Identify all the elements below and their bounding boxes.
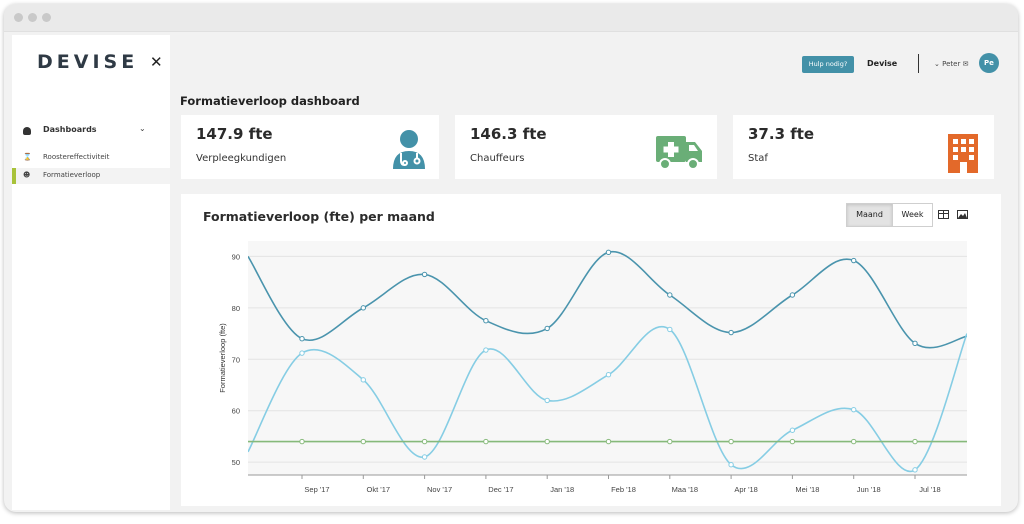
doctor-icon (393, 130, 425, 169)
user-plus-icon: ☻ (23, 171, 31, 179)
x-tick-label: Dec '17 (488, 485, 513, 494)
kpi-card-verpleegkundigen: 147.9 fte Verpleegkundigen (181, 115, 439, 179)
data-point (728, 438, 734, 445)
topbar-divider (918, 54, 919, 73)
data-point (912, 438, 918, 445)
data-point (667, 292, 673, 298)
data-point (360, 438, 367, 445)
chevron-down-icon: ⌄ (934, 60, 940, 68)
x-tick-label: Apr '18 (734, 485, 758, 494)
hourglass-icon: ⌛ (23, 153, 32, 161)
data-point (360, 377, 367, 383)
data-point (544, 397, 550, 404)
x-tick-label: Nov '17 (427, 485, 452, 494)
x-tick-label: Jul '18 (919, 485, 940, 494)
plot-area (248, 241, 967, 475)
data-point (360, 305, 367, 311)
kpi-value: 146.3 fte (470, 125, 547, 143)
window-minimize-dot[interactable] (28, 13, 37, 22)
week-toggle-button[interactable]: Week (892, 203, 933, 227)
y-tick-label: 50 (232, 458, 240, 467)
org-name-link[interactable]: Devise (867, 59, 898, 68)
x-tick-label: Sep '17 (304, 485, 329, 494)
y-tick-label: 60 (232, 407, 240, 416)
sidebar-item-label: Roostereffectiviteit (43, 153, 110, 161)
window-maximize-dot[interactable] (42, 13, 51, 22)
data-point (728, 329, 734, 336)
kpi-label: Staf (748, 153, 768, 164)
x-tick-label: Okt '17 (367, 485, 391, 494)
y-tick-label: 70 (232, 355, 240, 364)
window-close-dot[interactable] (14, 13, 23, 22)
data-point (912, 340, 918, 347)
data-point (483, 318, 489, 324)
sidebar-item-roostereffectiviteit[interactable]: ⌛ Roostereffectiviteit (12, 150, 170, 166)
data-point (789, 427, 796, 433)
close-sidebar-button[interactable]: ✕ (150, 53, 163, 71)
data-point (851, 438, 857, 445)
data-point (912, 467, 918, 473)
sidebar-section-dashboards[interactable]: Dashboards ⌄ (12, 124, 170, 143)
window-titlebar (4, 4, 1018, 32)
browser-window: DEVISE ✕ Dashboards ⌄ ⌛ Roostereffectivi… (4, 4, 1018, 512)
y-tick-label: 80 (232, 304, 240, 313)
line-chart: 50 60 70 80 90 Sep '17 Okt '17 Nov '17 Dec '17 Ja… (218, 241, 967, 494)
data-point (421, 438, 428, 445)
data-point (851, 257, 857, 264)
data-point (667, 438, 673, 445)
user-menu[interactable]: ⌄ Peter ✉ (934, 60, 968, 68)
data-point (299, 438, 305, 445)
sidebar-section-label: Dashboards (43, 125, 97, 134)
data-point (544, 438, 550, 445)
page-title: Formatieverloop dashboard (180, 94, 360, 108)
data-point (667, 326, 673, 333)
devise-logo: DEVISE (37, 51, 139, 73)
kpi-card-staf: 37.3 fte Staf (733, 115, 994, 179)
data-point (728, 462, 734, 468)
building-icon (948, 134, 978, 173)
user-name: Peter (942, 60, 961, 68)
kpi-label: Chauffeurs (470, 153, 525, 164)
x-tick-label: Feb '18 (611, 485, 636, 494)
sidebar-item-label: Formatieverloop (43, 171, 101, 179)
kpi-value: 37.3 fte (748, 125, 815, 143)
data-point (299, 336, 305, 342)
y-axis-title: Formatieverloop (fte) (218, 323, 227, 393)
kpi-value: 147.9 fte (196, 125, 273, 143)
x-tick-label: Maa '18 (672, 485, 698, 494)
data-point (483, 438, 489, 445)
envelope-icon: ✉ (962, 60, 969, 68)
data-point (851, 406, 857, 413)
data-point (789, 292, 796, 298)
data-point (789, 438, 796, 445)
data-point (605, 249, 612, 256)
table-icon[interactable] (938, 210, 949, 219)
avatar[interactable]: Pe (979, 53, 999, 73)
help-button[interactable]: Hulp nodig? (802, 56, 854, 73)
data-point (605, 372, 612, 378)
data-point (421, 271, 428, 278)
series-line-1 (248, 326, 967, 473)
x-tick-label: Mei '18 (795, 485, 819, 494)
x-tick-label: Jan '18 (550, 485, 574, 494)
kpi-card-chauffeurs: 146.3 fte Chauffeurs (455, 115, 717, 179)
data-point (421, 454, 428, 460)
chart-title: Formatieverloop (fte) per maand (203, 209, 435, 224)
x-tick-label: Jun '18 (857, 485, 881, 494)
kpi-label: Verpleegkundigen (196, 153, 287, 164)
chevron-down-icon: ⌄ (139, 124, 146, 133)
data-point (299, 350, 305, 356)
data-point (544, 325, 550, 332)
data-point (483, 347, 489, 353)
active-indicator (12, 168, 16, 184)
dashboard-icon (23, 127, 31, 135)
chart-card: Formatieverloop (fte) per maand Maand We… (181, 194, 1001, 506)
image-icon[interactable] (957, 210, 968, 219)
sidebar: DEVISE ✕ Dashboards ⌄ ⌛ Roostereffectivi… (12, 35, 170, 510)
ambulance-icon (656, 136, 702, 170)
y-tick-label: 90 (232, 252, 240, 261)
sidebar-item-formatieverloop[interactable]: ☻ Formatieverloop (12, 168, 170, 184)
data-point (605, 438, 612, 445)
